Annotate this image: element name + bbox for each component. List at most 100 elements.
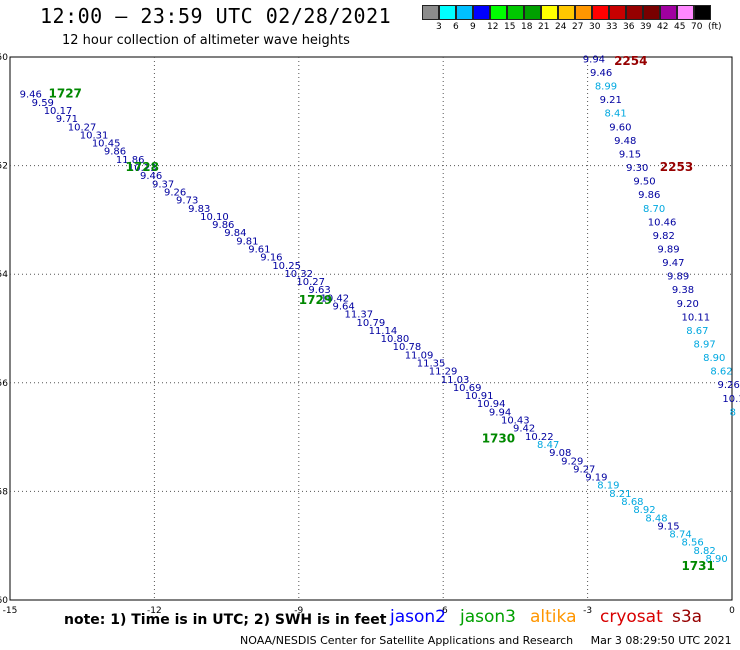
wave-height-label: 11.03: [441, 375, 470, 386]
wave-height-label: 10.80: [381, 334, 410, 345]
satellite-name: jason2: [390, 607, 446, 627]
wave-height-label: 10.31: [80, 130, 109, 141]
color-scale-label: 30: [589, 22, 601, 32]
wave-height-label: 9.89: [657, 244, 679, 255]
pass-label: 1731: [681, 559, 714, 573]
color-scale-label: 6: [453, 22, 459, 32]
color-scale-label: (ft): [708, 22, 722, 32]
x-tick-label: -9: [294, 606, 303, 616]
pass-label: 1728: [126, 160, 159, 174]
x-tick-label: -12: [147, 606, 162, 616]
wave-height-label: 10.23: [128, 163, 157, 174]
wave-height-label: 9.60: [609, 122, 631, 133]
pass-label: 1730: [482, 432, 515, 446]
satellite-name: jason3: [460, 607, 516, 627]
pass-label: 2254: [614, 54, 647, 68]
wave-height-label: 9.71: [56, 114, 78, 125]
color-scale-label: 15: [504, 22, 516, 32]
wave-height-label: 9.19: [585, 473, 607, 484]
color-swatch: [422, 5, 439, 20]
wave-height-label: 9.37: [152, 179, 174, 190]
x-tick-label: -3: [583, 606, 592, 616]
wave-height-label: 9.63: [308, 285, 330, 296]
wave-height-label: 8.90: [703, 353, 725, 364]
wave-height-label: 9.48: [614, 136, 636, 147]
pass-label: 2253: [660, 160, 693, 174]
wave-height-label: 8: [730, 407, 736, 418]
color-scale-label: 12: [487, 22, 499, 32]
wave-height-label: 9.26: [718, 380, 740, 391]
wave-height-label: 9.27: [573, 464, 595, 475]
color-swatch: [524, 5, 541, 20]
color-swatch: [558, 5, 575, 20]
wave-height-label: 10.69: [453, 383, 482, 394]
wave-height-label: 9.61: [248, 244, 270, 255]
wave-height-label: 9.64: [332, 301, 354, 312]
wave-height-label: 9.46: [140, 171, 162, 182]
wave-height-label: 8.82: [693, 546, 715, 557]
wave-height-label: 11.37: [345, 310, 374, 321]
wave-height-label: 8.70: [643, 204, 665, 215]
wave-height-label: 10.32: [284, 269, 313, 280]
wave-height-label: 9.46: [20, 90, 42, 101]
wave-height-label: 11.09: [405, 350, 434, 361]
wave-height-label: 9.29: [561, 456, 583, 467]
pass-label: 1729: [299, 293, 332, 307]
color-scale-label: 9: [470, 22, 476, 32]
wave-height-label: 10.10: [200, 212, 229, 223]
wave-height-label: 9.94: [583, 54, 605, 65]
wave-height-label: 11.29: [429, 367, 458, 378]
wave-height-label: 9.21: [600, 95, 622, 106]
wave-height-label: 11.86: [116, 155, 145, 166]
wave-height-label: 9.50: [633, 177, 655, 188]
wave-height-label: 9.94: [489, 407, 511, 418]
timestamp: Mar 3 08:29:50 UTC 2021: [590, 634, 732, 647]
wave-height-label: 8.92: [633, 505, 655, 516]
wave-height-label: 8.47: [537, 440, 559, 451]
wave-height-label: 9.20: [677, 299, 699, 310]
wave-height-label: 9.26: [164, 187, 186, 198]
wave-height-label: 9.83: [188, 204, 210, 215]
y-tick-label: -52: [0, 162, 8, 172]
wave-height-label: 8.68: [621, 497, 643, 508]
wave-height-label: 9.47: [662, 258, 684, 269]
wave-height-label: 11.14: [369, 326, 398, 337]
wave-height-label: 8.48: [645, 513, 667, 524]
color-swatch: [507, 5, 524, 20]
wave-height-label: 9.08: [549, 448, 571, 459]
color-swatch: [609, 5, 626, 20]
color-swatch: [490, 5, 507, 20]
wave-height-label: 9.59: [32, 98, 54, 109]
wave-height-label: 9.46: [590, 68, 612, 79]
wave-height-label: 8.19: [597, 481, 619, 492]
wave-height-label: 8.99: [595, 82, 617, 93]
wave-height-label: 8.97: [693, 340, 715, 351]
color-swatch: [626, 5, 643, 20]
wave-height-label: 9.15: [619, 149, 641, 160]
color-scale-label: 39: [640, 22, 652, 32]
page-subtitle: 12 hour collection of altimeter wave hei…: [62, 33, 350, 48]
color-swatch: [456, 5, 473, 20]
wave-height-label: 8.67: [686, 326, 708, 337]
wave-height-label: 9.15: [657, 521, 679, 532]
pass-label: 1727: [49, 87, 82, 101]
wave-height-label: 10.94: [477, 399, 506, 410]
wave-height-label: 10.25: [272, 261, 301, 272]
color-swatch: [660, 5, 677, 20]
wave-height-label: 10.11: [681, 312, 710, 323]
credit-text: NOAA/NESDIS Center for Satellite Applica…: [240, 634, 574, 647]
color-scale-label: 36: [623, 22, 635, 32]
x-tick-label: 0: [729, 606, 735, 616]
color-scale-label: 27: [572, 22, 584, 32]
color-scale-labels: 3 6 9 12 15 18 21 24 27 30 33 36 39 42 45 70 (ft): [422, 22, 740, 36]
wave-height-label: 8.90: [706, 554, 728, 565]
plot-frame: [9, 56, 733, 601]
grid-lines: [10, 57, 732, 600]
y-tick-label: -50: [0, 53, 8, 63]
wave-height-label: 8.74: [669, 530, 691, 541]
color-scale-label: 33: [606, 22, 618, 32]
wave-height-label: 9.86: [104, 147, 126, 158]
wave-height-label: 10.1: [722, 394, 740, 405]
wave-height-label: 10.22: [525, 432, 554, 443]
wave-height-label: 9.86: [212, 220, 234, 231]
